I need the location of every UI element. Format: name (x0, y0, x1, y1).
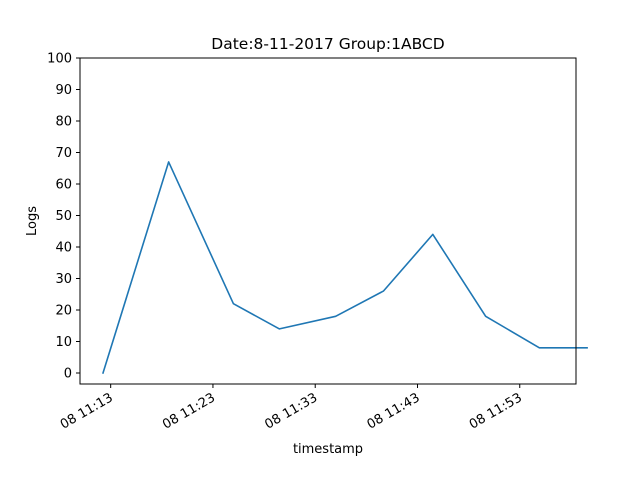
y-tick-label: 30 (55, 272, 72, 287)
y-tick-label: 50 (55, 209, 72, 224)
x-axis-title: timestamp (293, 442, 363, 457)
plot-frame (79, 57, 577, 385)
y-tick-label: 20 (55, 304, 72, 319)
y-tick-label: 10 (55, 335, 72, 350)
y-tick-label: 70 (55, 146, 72, 161)
y-axis-title: Logs (25, 206, 40, 236)
y-tick-label: 90 (55, 83, 72, 98)
y-tick-label: 40 (55, 241, 72, 256)
y-tick-label: 60 (55, 178, 72, 193)
chart-title: Date:8-11-2017 Group:1ABCD (211, 35, 444, 53)
y-tick-label: 0 (64, 367, 72, 382)
y-tick-label: 100 (47, 52, 72, 67)
plot-marks (102, 161, 588, 375)
series-line-0 (102, 161, 588, 375)
y-tick-label: 80 (55, 115, 72, 130)
